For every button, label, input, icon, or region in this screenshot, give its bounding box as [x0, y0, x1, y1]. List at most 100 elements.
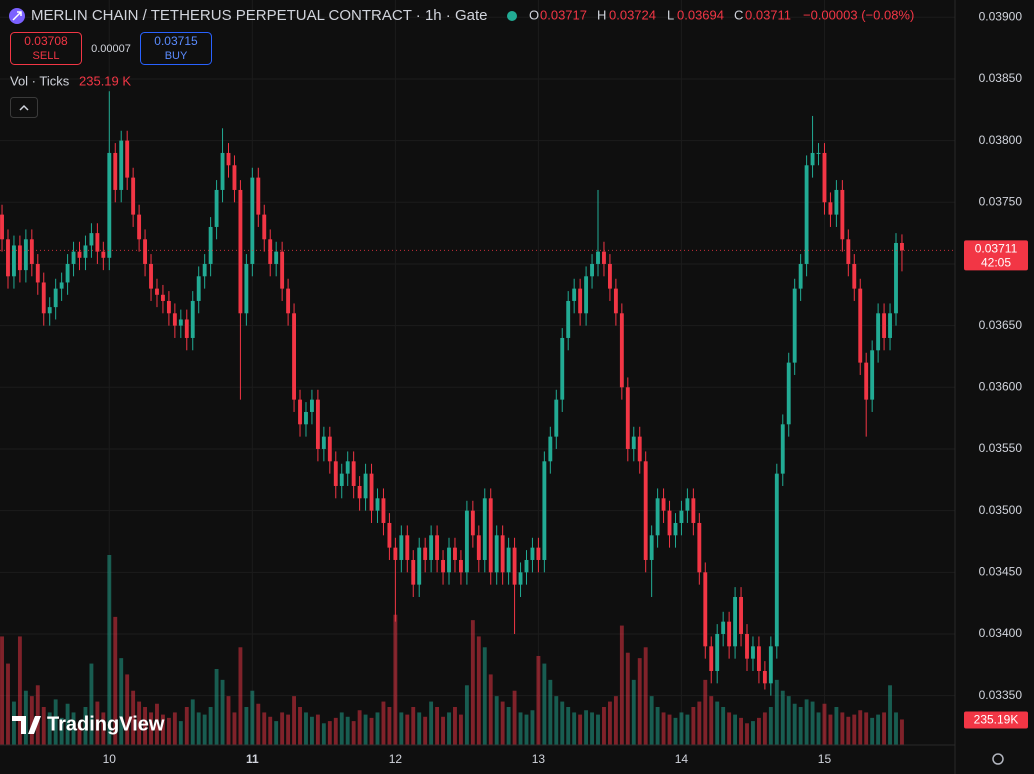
volume-bar — [882, 712, 887, 745]
candle-body — [852, 263, 857, 289]
volume-bar — [327, 721, 332, 745]
volume-bar — [113, 616, 118, 745]
volume-bar — [590, 712, 594, 745]
volume-bar — [852, 714, 857, 745]
volume-bar — [244, 707, 249, 745]
candle-body — [190, 300, 195, 338]
y-tick-label: 0.03800 — [979, 133, 1023, 147]
x-tick-label: 12 — [389, 752, 403, 766]
candle-body — [679, 510, 684, 523]
candle-body — [488, 498, 493, 573]
volume-bar — [393, 614, 398, 745]
ohlc-letter: O — [529, 7, 539, 22]
volume-bar — [494, 696, 499, 745]
volume-bar — [226, 696, 231, 745]
volume-bar — [268, 716, 273, 745]
candle-body — [453, 547, 457, 560]
candle-body — [95, 233, 100, 252]
volume-bar — [405, 714, 410, 745]
candle-body — [6, 239, 10, 277]
candle-body — [208, 226, 213, 264]
candle-body — [661, 498, 666, 511]
sell-label: SELL — [33, 50, 60, 62]
volume-bar — [447, 712, 451, 745]
candle-body — [894, 242, 898, 314]
volume-bar — [149, 712, 153, 745]
y-tick-label: 0.03650 — [979, 318, 1023, 332]
volume-value: 235.19 K — [79, 73, 131, 88]
volume-bar — [655, 707, 660, 745]
candle-body — [184, 319, 189, 338]
volume-bar — [184, 707, 189, 745]
candle-body — [226, 152, 231, 166]
volume-bar — [727, 712, 732, 745]
candle-body — [739, 596, 743, 634]
y-tick-label: 0.03350 — [979, 688, 1023, 702]
candle-body — [709, 646, 714, 671]
candle-body — [643, 461, 648, 560]
volume-bar — [95, 701, 100, 745]
volume-bar — [745, 723, 749, 745]
volume-bar — [161, 714, 165, 745]
candle-body — [625, 387, 630, 449]
settings-icon[interactable] — [992, 753, 1004, 765]
candle-body — [596, 251, 600, 264]
volume-bar — [768, 707, 773, 745]
candle-body — [321, 436, 326, 449]
buy-button[interactable] — [140, 32, 212, 65]
volume-bar — [363, 714, 368, 745]
y-tick-label: 0.03450 — [979, 564, 1023, 578]
volume-bar — [607, 701, 612, 745]
candle-body — [41, 282, 46, 314]
candle-body — [846, 239, 851, 264]
volume-bar — [798, 707, 803, 745]
volume-bar — [512, 690, 517, 745]
volume-bar — [584, 710, 589, 745]
candle-body — [900, 242, 904, 251]
candle-body — [447, 547, 451, 573]
volume-bar — [172, 712, 177, 745]
volume-bar — [721, 707, 726, 745]
candle-body — [83, 245, 88, 258]
candle-body — [53, 288, 58, 308]
sell-price: 0.03708 — [24, 34, 68, 48]
candle-body — [399, 535, 404, 560]
candles — [0, 91, 904, 696]
candle-body — [756, 646, 761, 671]
collapse-button[interactable] — [10, 97, 38, 118]
volume-bar — [214, 669, 219, 745]
candle-body — [101, 251, 106, 258]
volume-bar — [59, 717, 64, 745]
candle-body — [298, 399, 302, 425]
x-tick-label: 14 — [675, 752, 689, 766]
candle-body — [703, 572, 708, 647]
last-price-tag — [964, 240, 1028, 271]
candle-body — [530, 547, 535, 560]
ohlc-value: 0.03694 — [677, 7, 724, 22]
volume-bar — [488, 674, 493, 745]
y-tick-label: 0.03600 — [979, 379, 1023, 393]
volume-bar — [602, 707, 606, 745]
volume-bar — [375, 712, 380, 745]
candle-body — [387, 522, 392, 548]
volume-bar — [309, 716, 314, 745]
sell-button[interactable] — [10, 32, 82, 65]
volume-bar — [476, 636, 481, 745]
candle-body — [232, 165, 237, 190]
candle-body — [548, 436, 553, 462]
volume-bar — [238, 647, 243, 745]
y-tick-label: 0.03400 — [979, 626, 1023, 640]
candle-body — [375, 498, 380, 511]
volume-bar — [89, 663, 94, 745]
candle-body — [333, 461, 338, 486]
candle-body — [858, 288, 863, 363]
candle-body — [423, 547, 428, 560]
candle-body — [137, 214, 142, 240]
candle-body — [357, 485, 362, 499]
candle-body — [876, 313, 881, 351]
x-tick-label: 11 — [246, 752, 259, 766]
candle-body — [560, 337, 565, 400]
volume-bar — [578, 714, 583, 745]
candle-body — [161, 294, 165, 301]
volume-bar — [560, 701, 565, 745]
